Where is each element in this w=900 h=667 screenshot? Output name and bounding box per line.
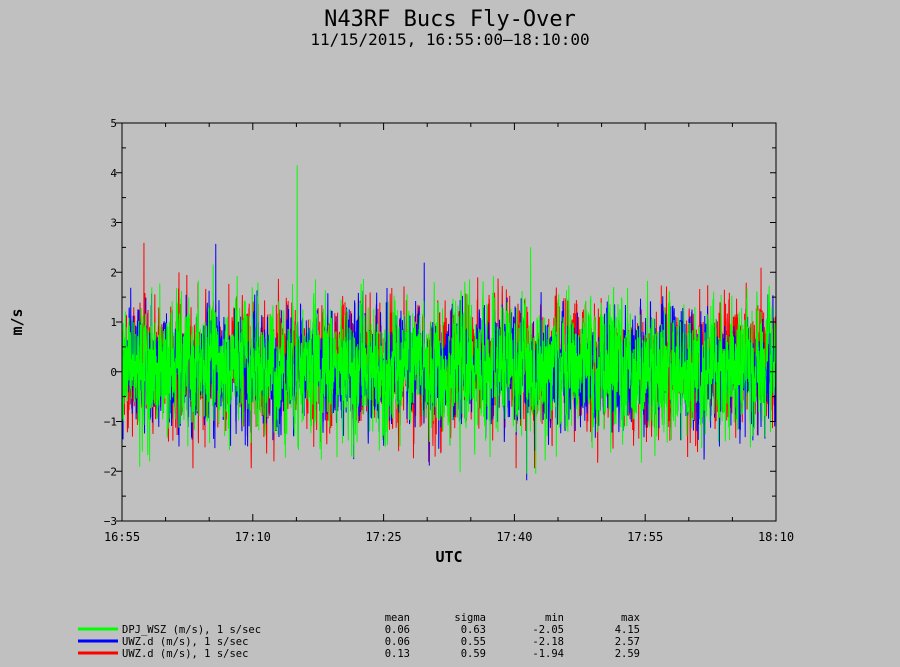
x-tick-label: 16:55 <box>104 530 140 544</box>
series-line-2 <box>121 165 777 474</box>
y-tick-label: −1 <box>104 416 117 429</box>
stats-value: 0.06 <box>385 636 410 648</box>
chart-subtitle: 11/15/2015, 16:55:00–18:10:00 <box>310 30 589 49</box>
x-axis-label: UTC <box>435 548 462 566</box>
x-tick-label: 17:10 <box>235 530 271 544</box>
y-tick-label: 4 <box>110 167 117 180</box>
stats-value: -2.18 <box>532 636 564 648</box>
y-tick-label: −2 <box>104 465 117 478</box>
stats-header: sigma <box>454 612 486 624</box>
stats-value: 4.15 <box>615 624 640 636</box>
stats-value: 2.59 <box>615 648 640 660</box>
stats-value: 0.13 <box>385 648 410 660</box>
stats-header: max <box>621 612 640 624</box>
legend-label: UWZ.d (m/s), 1 s/sec <box>122 648 248 660</box>
y-tick-label: 1 <box>110 316 117 329</box>
plot-frame <box>121 122 777 522</box>
y-tick-label: 3 <box>110 217 117 230</box>
x-tick-label: 17:40 <box>496 530 532 544</box>
legend: mean sigma min max DPJ_WSZ (m/s), 1 s/sec 0.0… <box>78 612 640 660</box>
x-tick-label: 18:10 <box>758 530 794 544</box>
series-layer <box>121 165 777 481</box>
stats-value: -2.05 <box>532 624 564 636</box>
stats-header: mean <box>385 612 410 624</box>
legend-label: UWZ.d (m/s), 1 s/sec <box>122 636 248 648</box>
y-tick-label: 5 <box>110 117 117 130</box>
stats-value: 0.63 <box>461 624 486 636</box>
stats-value: 0.55 <box>461 636 486 648</box>
stats-value: -1.94 <box>532 648 564 660</box>
y-tick-label: 2 <box>110 266 117 279</box>
legend-label: DPJ_WSZ (m/s), 1 s/sec <box>122 624 261 636</box>
y-axis-label: m/s <box>8 308 26 335</box>
x-tick-label: 17:55 <box>627 530 663 544</box>
stats-value: 0.59 <box>461 648 486 660</box>
y-tick-label: 0 <box>110 366 117 379</box>
y-tick-label: −3 <box>104 515 117 528</box>
tick-layer: 5 4 3 2 1 0 −1 −2 −3 16:55 17:10 17:25 17:40 17:55 18:… <box>104 117 794 544</box>
stats-header: min <box>545 612 564 624</box>
chart-title: N43RF Bucs Fly-Over <box>324 7 576 32</box>
stats-value: 2.57 <box>615 636 640 648</box>
x-tick-label: 17:25 <box>366 530 402 544</box>
stats-value: 0.06 <box>385 624 410 636</box>
